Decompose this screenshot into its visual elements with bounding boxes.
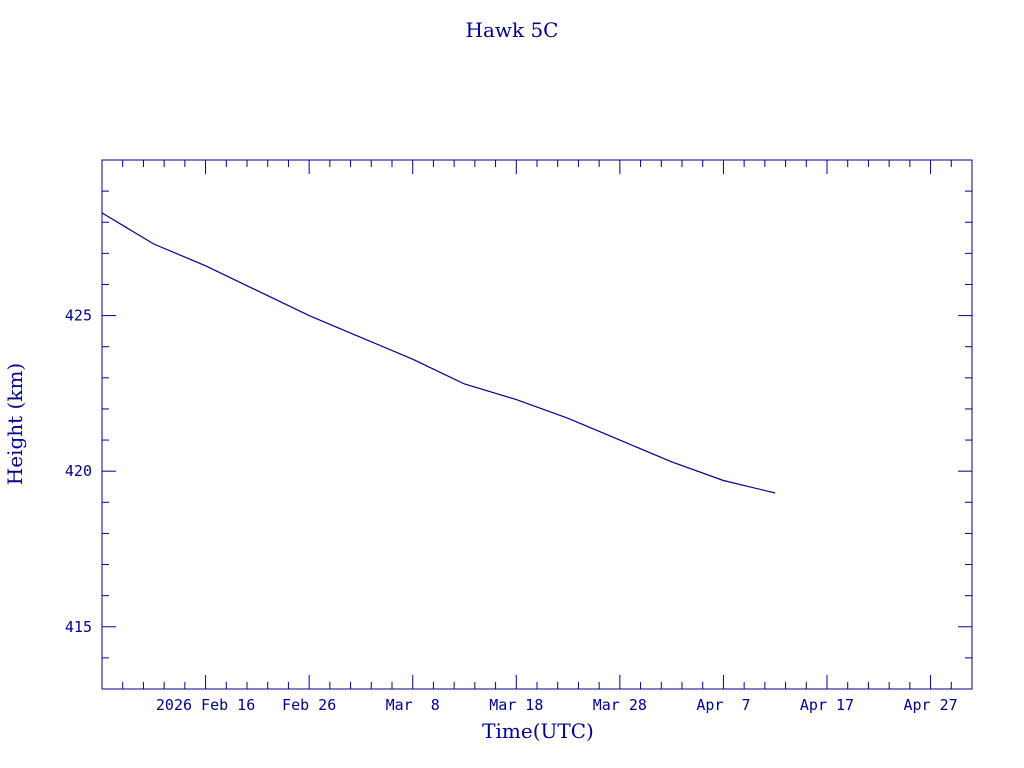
x-tick-label: Apr 17 <box>800 696 854 714</box>
y-tick-label: 425 <box>65 307 92 325</box>
x-axis-ticks: 2026 Feb 16 Feb 26 Mar 8 Mar 18 Mar 28 Apr 7 A… <box>102 160 972 714</box>
y-tick-label: 415 <box>65 618 92 636</box>
x-tick-label: Mar 18 <box>489 696 543 714</box>
x-tick-label: Mar 8 <box>386 696 440 714</box>
x-tick-label: Feb 26 <box>282 696 336 714</box>
y-axis-label: Height (km) <box>3 363 27 485</box>
y-tick-label: 420 <box>65 462 92 480</box>
x-tick-label: Mar 28 <box>593 696 647 714</box>
x-tick-label: Apr 7 <box>696 696 750 714</box>
chart-title: Hawk 5C <box>466 18 559 42</box>
series-group <box>102 213 775 493</box>
x-tick-label: Apr 27 <box>903 696 957 714</box>
series-line <box>102 213 775 493</box>
plot-frame <box>102 160 972 689</box>
x-axis-label: Time(UTC) <box>482 719 594 743</box>
x-tick-label: 2026 Feb 16 <box>156 696 255 714</box>
y-axis-ticks: 415 420 425 <box>65 160 972 689</box>
